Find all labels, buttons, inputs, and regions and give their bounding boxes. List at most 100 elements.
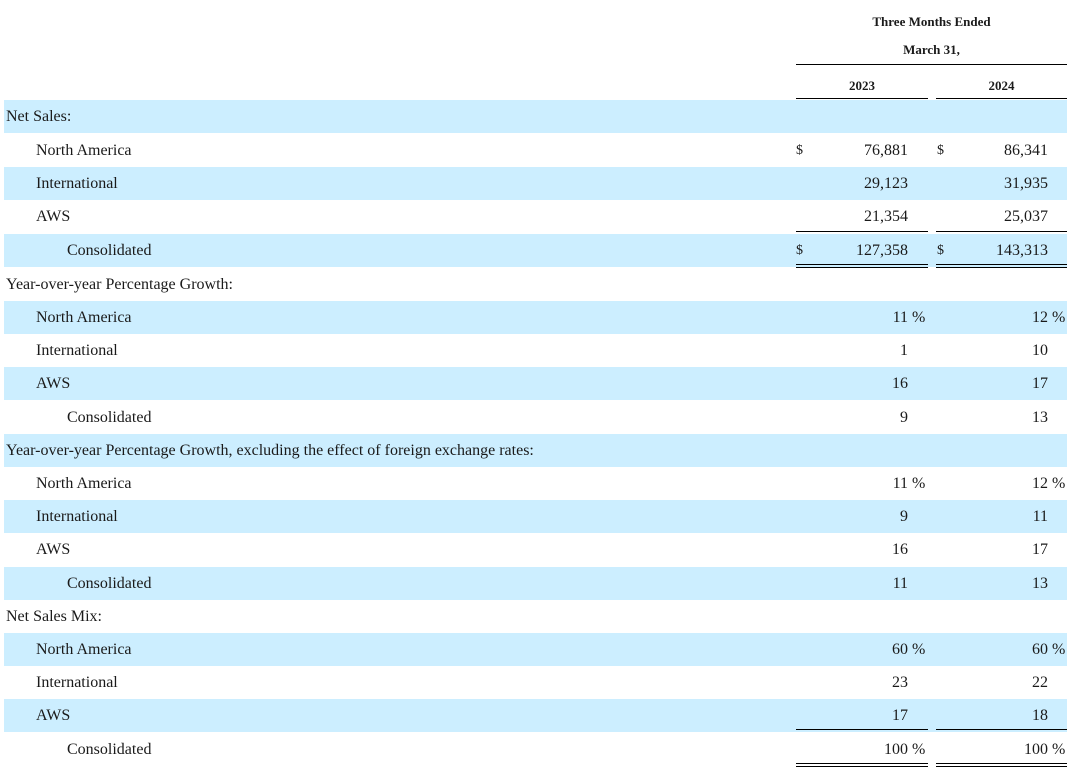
row-label: Consolidated (67, 741, 152, 758)
value-2023: 100 (884, 741, 908, 758)
section-label: Year-over-year Percentage Growth, exclud… (6, 442, 534, 459)
value-2024: 25,037 (1004, 208, 1048, 225)
value-2023: 29,123 (864, 175, 908, 192)
mix-subtotal-rule-col2 (936, 729, 1067, 730)
total-double-rule-col2-a (936, 264, 1067, 265)
row-label: International (36, 175, 118, 192)
currency-symbol-2024: $ (937, 243, 944, 258)
table-row: Consolidated 9 13 (4, 401, 1067, 434)
row-label: North America (36, 475, 132, 492)
total-double-rule-col1-b (796, 267, 928, 268)
table-row: International 1 10 (4, 334, 1067, 367)
value-2023: 9 (900, 508, 908, 525)
value-2024: 12 (1032, 475, 1048, 492)
value-2024: 143,313 (996, 242, 1048, 259)
value-2024: 12 (1032, 309, 1048, 326)
mix-total-double-rule-col1-a (796, 763, 928, 764)
row-label: International (36, 508, 118, 525)
percent-sign-2024: % (1052, 475, 1066, 492)
table-row: North America 11% 12% (4, 467, 1067, 500)
value-2024: 60 (1032, 641, 1048, 658)
section-header-row: Year-over-year Percentage Growth, exclud… (4, 434, 1067, 467)
value-2024: 17 (1032, 541, 1048, 558)
section-header-row: Net Sales Mix: (4, 600, 1067, 633)
total-double-rule-col2-b (936, 267, 1067, 268)
percent-sign-2023: % (912, 475, 926, 492)
table-row: North America $76,881 $86,341 (4, 134, 1067, 167)
value-2023: 16 (892, 541, 908, 558)
value-2023: 1 (900, 342, 908, 359)
row-label: Consolidated (67, 575, 152, 592)
value-2023: 76,881 (864, 142, 908, 159)
row-label: AWS (36, 208, 71, 225)
col2-header-underline (936, 98, 1067, 99)
row-label: AWS (36, 541, 71, 558)
value-2024: 86,341 (1004, 142, 1048, 159)
value-2023: 21,354 (864, 208, 908, 225)
subtotal-rule-col1 (796, 231, 928, 232)
value-2023: 9 (900, 409, 908, 426)
period-header-line2: March 31, (903, 42, 960, 57)
table-row: International 9 11 (4, 500, 1067, 533)
table-row: Consolidated 100% 100% (4, 733, 1067, 766)
row-label: International (36, 674, 118, 691)
column-header-2023: 2023 (849, 78, 875, 93)
percent-sign-2023: % (912, 641, 926, 658)
row-label: North America (36, 142, 132, 159)
value-2024: 31,935 (1004, 175, 1048, 192)
percent-sign-2023: % (912, 309, 926, 326)
value-2024: 13 (1032, 575, 1048, 592)
table-row: International 23 22 (4, 666, 1067, 699)
row-label: International (36, 342, 118, 359)
mix-subtotal-rule-col1 (796, 729, 928, 730)
col1-header-underline (796, 98, 928, 99)
value-2023: 11 (892, 309, 908, 326)
table-row: AWS 16 17 (4, 367, 1067, 400)
value-2024: 11 (1032, 508, 1048, 525)
mix-total-double-rule-col2-a (936, 763, 1067, 764)
mix-total-double-rule-col2-b (936, 766, 1067, 767)
section-header-row: Year-over-year Percentage Growth: (4, 268, 1067, 301)
percent-sign-2024: % (1052, 741, 1066, 758)
value-2024: 17 (1032, 375, 1048, 392)
value-2023: 17 (892, 707, 908, 724)
value-2023: 23 (892, 674, 908, 691)
mix-total-double-rule-col1-b (796, 766, 928, 767)
row-label: North America (36, 309, 132, 326)
value-2023: 11 (892, 575, 908, 592)
currency-symbol-2023: $ (796, 143, 803, 158)
currency-symbol-2024: $ (937, 143, 944, 158)
value-2023: 60 (892, 641, 908, 658)
row-label: North America (36, 641, 132, 658)
table-row: North America 60% 60% (4, 633, 1067, 666)
column-header-2024: 2024 (988, 78, 1015, 93)
section-label: Year-over-year Percentage Growth: (6, 276, 233, 293)
value-2023: 16 (892, 375, 908, 392)
percent-sign-2024: % (1052, 309, 1066, 326)
total-double-rule-col1-a (796, 264, 928, 265)
table-row: AWS 21,354 25,037 (4, 200, 1067, 233)
section-label: Net Sales: (6, 108, 72, 125)
currency-symbol-2023: $ (796, 243, 803, 258)
subtotal-rule-col2 (936, 231, 1067, 232)
period-header-line1: Three Months Ended (872, 14, 991, 29)
row-label: Consolidated (67, 409, 152, 426)
value-2024: 100 (1024, 741, 1048, 758)
row-label: AWS (36, 707, 71, 724)
table-row: AWS 17 18 (4, 699, 1067, 732)
section-header-row: Net Sales: (4, 100, 1067, 133)
value-2024: 13 (1032, 409, 1048, 426)
table-row: International 29,123 31,935 (4, 167, 1067, 200)
value-2023: 11 (892, 475, 908, 492)
row-label: Consolidated (67, 242, 152, 259)
percent-sign-2023: % (912, 741, 926, 758)
value-2024: 18 (1032, 707, 1048, 724)
table-row: AWS 16 17 (4, 533, 1067, 566)
value-2024: 10 (1032, 342, 1048, 359)
table-row: Consolidated 11 13 (4, 567, 1067, 600)
value-2024: 22 (1032, 674, 1048, 691)
percent-sign-2024: % (1052, 641, 1066, 658)
value-2023: 127,358 (856, 242, 908, 259)
row-label: AWS (36, 375, 71, 392)
section-label: Net Sales Mix: (6, 608, 102, 625)
